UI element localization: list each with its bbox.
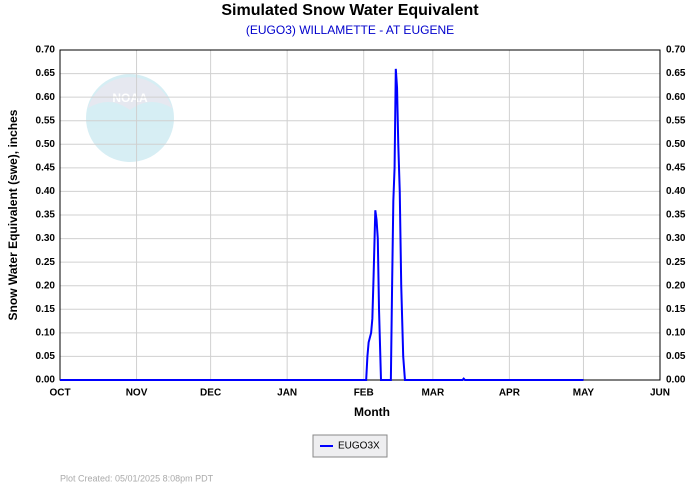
y-tick-label: 0.00 (36, 375, 56, 386)
x-tick-label: OCT (49, 388, 70, 399)
y2-tick-label: 0.15 (666, 304, 686, 315)
y2-tick-label: 0.00 (666, 375, 686, 386)
y2-tick-label: 0.50 (666, 139, 686, 150)
y-tick-label: 0.60 (36, 92, 56, 103)
y-tick-label: 0.35 (36, 210, 56, 221)
y-tick-label: 0.25 (36, 257, 56, 268)
y-tick-label: 0.70 (36, 45, 56, 56)
footer: Plot Created: 05/01/2025 8:08pm PDT (60, 473, 214, 483)
y2-tick-label: 0.45 (666, 162, 686, 173)
y-tick-label: 0.45 (36, 162, 56, 173)
noaa-logo: NOAA (86, 74, 174, 162)
y-tick-label: 0.05 (36, 351, 56, 362)
y-tick-label: 0.55 (36, 115, 56, 126)
y-tick-label: 0.50 (36, 139, 56, 150)
y2-tick-label: 0.55 (666, 115, 686, 126)
x-tick-label: JAN (277, 388, 297, 399)
y-tick-label: 0.65 (36, 68, 56, 79)
y-tick-label: 0.40 (36, 186, 56, 197)
y2-tick-label: 0.35 (666, 210, 686, 221)
legend-label: EUGO3X (338, 441, 380, 452)
y-axis-label: Snow Water Equivalent (swe), inches (6, 109, 20, 320)
y-tick-label: 0.15 (36, 304, 56, 315)
chart-subtitle: (EUGO3) WILLAMETTE - AT EUGENE (246, 23, 454, 37)
svg-text:NOAA: NOAA (112, 91, 148, 105)
y-tick-label: 0.10 (36, 327, 56, 338)
x-tick-label: APR (499, 388, 521, 399)
chart-title: Simulated Snow Water Equivalent (221, 2, 479, 19)
x-tick-label: JUN (650, 388, 670, 399)
y2-tick-label: 0.60 (666, 92, 686, 103)
x-axis-label: Month (354, 405, 390, 419)
x-tick-label: DEC (200, 388, 221, 399)
x-tick-label: MAR (421, 388, 445, 399)
x-tick-label: NOV (126, 388, 148, 399)
y2-tick-label: 0.65 (666, 68, 686, 79)
legend-box (312, 434, 388, 458)
y2-tick-label: 0.70 (666, 45, 686, 56)
x-tick-label: FEB (354, 388, 374, 399)
y2-tick-label: 0.10 (666, 327, 686, 338)
y2-tick-label: 0.20 (666, 280, 686, 291)
y2-tick-label: 0.05 (666, 351, 686, 362)
x-tick-label: MAY (573, 388, 595, 399)
y2-tick-label: 0.25 (666, 257, 686, 268)
y-tick-label: 0.30 (36, 233, 56, 244)
series-line (60, 68, 584, 381)
y2-tick-label: 0.30 (666, 233, 686, 244)
y-tick-label: 0.20 (36, 280, 56, 291)
y2-tick-label: 0.40 (666, 186, 686, 197)
